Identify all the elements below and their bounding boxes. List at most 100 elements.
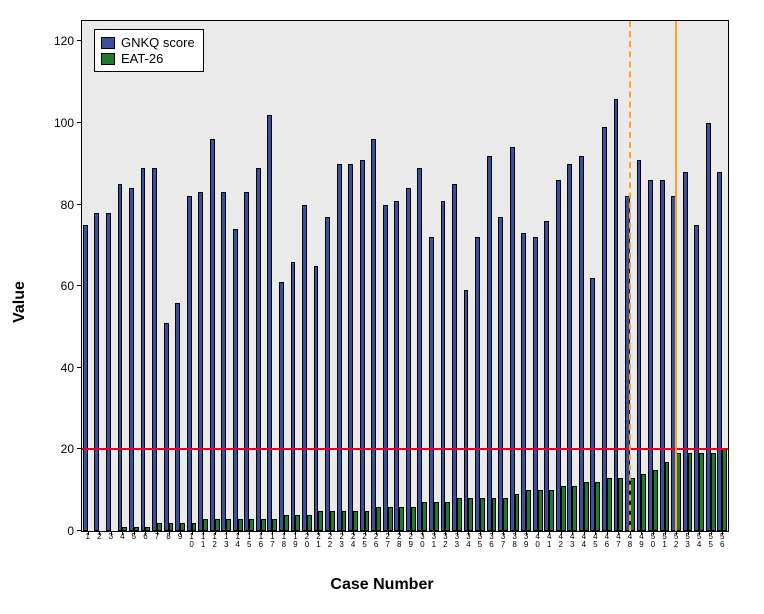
bar-gnkq	[579, 156, 584, 531]
bar-gnkq	[152, 168, 157, 531]
ytick-mark	[77, 40, 82, 41]
xtick-label: 27	[382, 533, 394, 549]
bar-gnkq	[325, 217, 330, 531]
bar-eat26	[480, 498, 485, 531]
bar-gnkq	[94, 213, 99, 531]
bar-eat26	[169, 523, 174, 531]
bar-eat26	[318, 511, 323, 531]
bar-eat26	[365, 511, 370, 531]
bar-gnkq	[533, 237, 538, 531]
vertical-line	[629, 21, 631, 531]
bar-eat26	[711, 453, 716, 531]
bar-gnkq	[475, 237, 480, 531]
ytick-mark	[77, 285, 82, 286]
bar-gnkq	[510, 147, 515, 531]
legend: GNKQ score EAT-26	[94, 29, 204, 72]
bar-eat26	[203, 519, 208, 531]
bar-gnkq	[441, 201, 446, 531]
bars-layer	[82, 21, 728, 531]
xtick-label: 23	[336, 533, 348, 549]
xtick-label: 36	[486, 533, 498, 549]
xtick-label: 26	[370, 533, 382, 549]
x-axis-label: Case Number	[330, 576, 433, 594]
chart-frame: Value Case Number GNKQ score EAT-26 0204…	[0, 0, 764, 614]
bar-gnkq	[464, 290, 469, 531]
bar-gnkq	[360, 160, 365, 531]
xtick-label: 43	[566, 533, 578, 549]
bar-gnkq	[521, 233, 526, 531]
bar-gnkq	[198, 192, 203, 531]
bar-eat26	[665, 462, 670, 531]
xtick-label: 28	[393, 533, 405, 549]
xtick-label: 30	[416, 533, 428, 549]
xtick-label: 40	[532, 533, 544, 549]
xtick-label: 10	[186, 533, 198, 549]
bar-gnkq	[602, 127, 607, 531]
bar-gnkq	[487, 156, 492, 531]
xtick-label: 1	[82, 533, 94, 541]
xtick-label: 15	[243, 533, 255, 549]
xtick-label: 3	[105, 533, 117, 541]
ytick-mark	[77, 367, 82, 368]
bar-eat26	[699, 453, 704, 531]
xtick-label: 32	[439, 533, 451, 549]
bar-eat26	[515, 494, 520, 531]
bar-gnkq	[187, 196, 192, 531]
bar-gnkq	[406, 188, 411, 531]
ytick-label: 60	[42, 279, 74, 293]
bar-gnkq	[556, 180, 561, 531]
xtick-label: 18	[278, 533, 290, 549]
bar-eat26	[653, 470, 658, 531]
xtick-label: 31	[428, 533, 440, 549]
xtick-label: 45	[589, 533, 601, 549]
bar-eat26	[422, 502, 427, 531]
xtick-label: 54	[693, 533, 705, 549]
xtick-label: 56	[716, 533, 728, 549]
bar-eat26	[526, 490, 531, 531]
xtick-label: 29	[405, 533, 417, 549]
ytick-label: 80	[42, 198, 74, 212]
bar-gnkq	[383, 205, 388, 531]
legend-label-eat26: EAT-26	[121, 51, 163, 66]
bar-gnkq	[348, 164, 353, 531]
xtick-label: 8	[163, 533, 175, 541]
xtick-label: 41	[543, 533, 555, 549]
bar-gnkq	[614, 99, 619, 531]
bar-eat26	[353, 511, 358, 531]
xtick-label: 35	[474, 533, 486, 549]
legend-item-gnkq: GNKQ score	[101, 35, 195, 50]
bar-eat26	[434, 502, 439, 531]
bar-eat26	[688, 453, 693, 531]
bar-eat26	[307, 515, 312, 531]
bar-eat26	[192, 523, 197, 531]
xtick-label: 42	[555, 533, 567, 549]
xtick-label: 6	[139, 533, 151, 541]
xtick-label: 48	[624, 533, 636, 549]
bar-gnkq	[567, 164, 572, 531]
plot-area: GNKQ score EAT-26 0204060801001201234567…	[81, 20, 729, 532]
bar-gnkq	[498, 217, 503, 531]
bar-gnkq	[221, 192, 226, 531]
bar-gnkq	[175, 303, 180, 531]
ytick-mark	[77, 122, 82, 123]
ytick-label: 100	[42, 116, 74, 130]
bar-eat26	[238, 519, 243, 531]
xtick-label: 38	[509, 533, 521, 549]
xtick-label: 2	[93, 533, 105, 541]
xtick-label: 37	[497, 533, 509, 549]
xtick-label: 20	[301, 533, 313, 549]
xtick-label: 16	[255, 533, 267, 549]
xtick-label: 46	[601, 533, 613, 549]
bar-gnkq	[544, 221, 549, 531]
xtick-label: 53	[682, 533, 694, 549]
bar-gnkq	[371, 139, 376, 531]
bar-gnkq	[267, 115, 272, 531]
bar-gnkq	[141, 168, 146, 531]
bar-eat26	[584, 482, 589, 531]
xtick-label: 50	[647, 533, 659, 549]
bar-eat26	[157, 523, 162, 531]
bar-gnkq	[291, 262, 296, 531]
bar-gnkq	[337, 164, 342, 531]
bar-gnkq	[279, 282, 284, 531]
ytick-label: 120	[42, 34, 74, 48]
